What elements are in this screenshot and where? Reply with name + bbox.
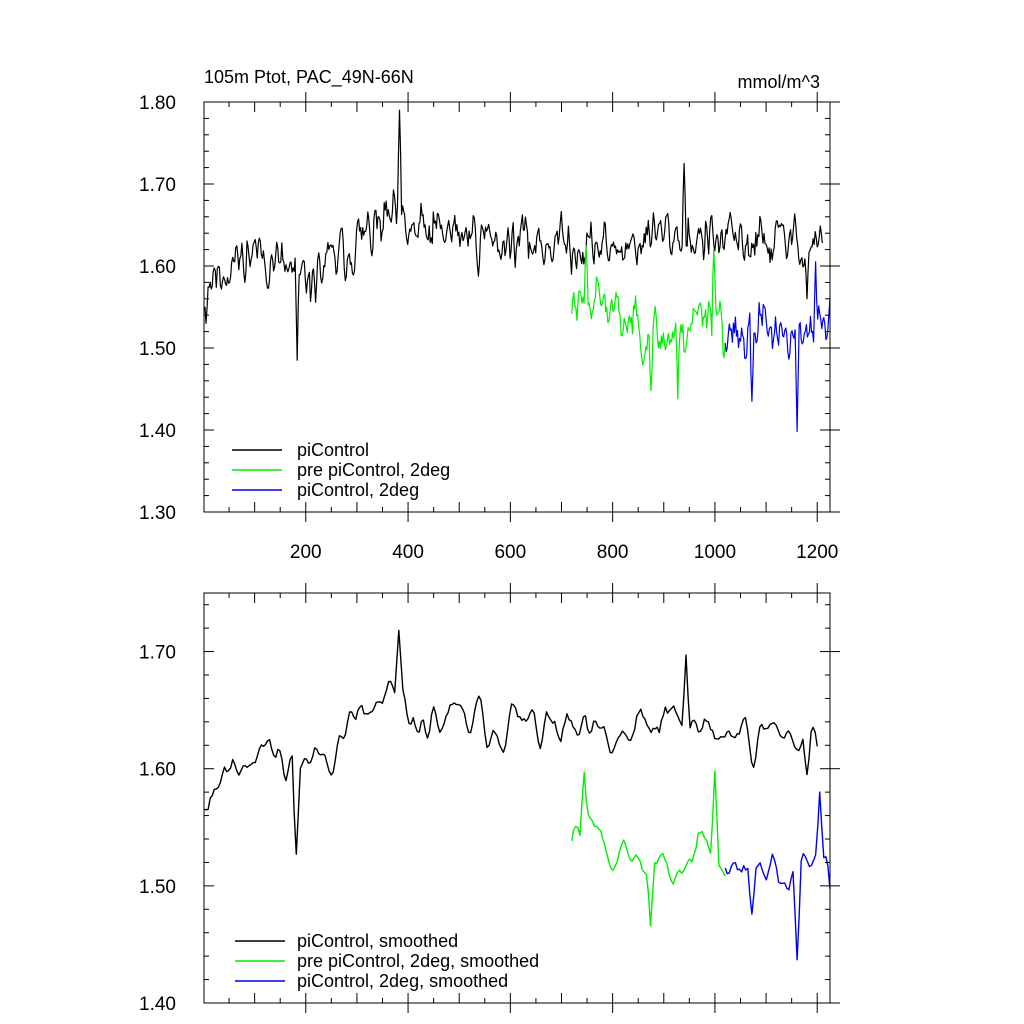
bottom-ticks-group	[204, 583, 840, 1013]
legend-label-picontrol-2deg-smoothed: piControl, 2deg, smoothed	[297, 971, 508, 991]
legend-label-picontrol: piControl	[297, 440, 369, 460]
bottom-plot-frame	[203, 592, 831, 1004]
series-line-picontrol-smoothed	[203, 629, 818, 855]
top-legend: piControl pre piControl, 2deg piControl,…	[232, 440, 450, 500]
legend-label-picontrol-smoothed: piControl, smoothed	[297, 931, 458, 951]
x-tick-label: 800	[597, 542, 629, 563]
y-tick-label: 1.70	[139, 175, 176, 196]
y-tick-label: 1.50	[139, 877, 176, 898]
x-tick-label: 1000	[694, 542, 736, 563]
top-tick-labels-group: 1.30 1.40 1.50 1.60 1.70 1.80 200 400 600 800 1000…	[139, 93, 838, 563]
series-line-picontrol-2deg-smoothed	[724, 791, 831, 961]
y-tick-label: 1.60	[139, 760, 176, 781]
y-tick-label: 1.50	[139, 339, 176, 360]
chart-title: 105m Ptot, PAC_49N-66N	[204, 67, 414, 88]
series-line-picontrol	[203, 109, 823, 361]
y-tick-label: 1.60	[139, 257, 176, 278]
series-line-pre-picontrol-2deg	[571, 244, 726, 400]
units-label: mmol/m^3	[738, 72, 820, 92]
bottom-legend: piControl, smoothed pre piControl, 2deg,…	[235, 931, 539, 991]
series-line-picontrol-2deg	[724, 261, 831, 433]
legend-label-picontrol-2deg: piControl, 2deg	[297, 480, 419, 500]
y-tick-label: 1.40	[139, 421, 176, 442]
y-tick-label: 1.70	[139, 643, 176, 664]
x-tick-label: 600	[494, 542, 526, 563]
legend-label-pre-picontrol-2deg: pre piControl, 2deg	[297, 460, 450, 480]
y-tick-label: 1.30	[139, 503, 176, 524]
y-tick-label: 1.40	[139, 994, 176, 1015]
top-ticks-group	[204, 92, 840, 522]
x-tick-label: 1200	[796, 542, 838, 563]
x-tick-label: 400	[392, 542, 424, 563]
x-tick-label: 200	[290, 542, 322, 563]
legend-label-pre-picontrol-2deg-smoothed: pre piControl, 2deg, smoothed	[297, 951, 539, 971]
top-series-group	[203, 109, 831, 433]
bottom-series-group	[203, 629, 831, 961]
y-tick-label: 1.80	[139, 93, 176, 114]
bottom-panel: 1.40 1.50 1.60 1.70 piControl, smoothed pre…	[139, 583, 840, 1015]
series-line-pre-picontrol-2deg-smoothed	[571, 770, 726, 927]
bottom-tick-labels-group: 1.40 1.50 1.60 1.70	[139, 643, 176, 1015]
top-plot-frame	[203, 101, 831, 513]
